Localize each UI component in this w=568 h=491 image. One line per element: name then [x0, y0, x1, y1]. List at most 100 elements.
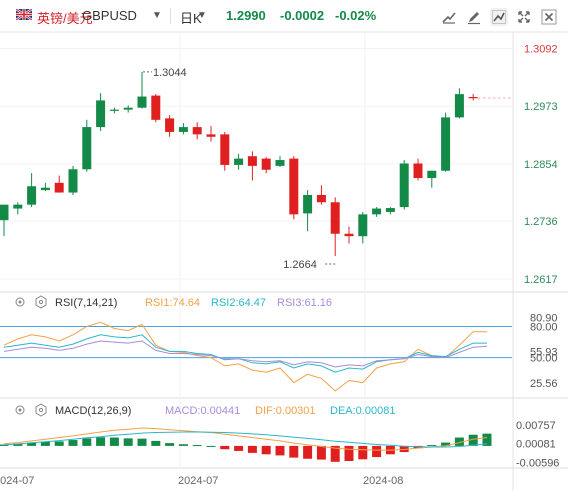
- candle: [192, 122, 202, 140]
- candle: [303, 190, 313, 232]
- dif-value: DIF:0.00301: [255, 405, 316, 417]
- candle-body: [13, 204, 23, 209]
- pair-name[interactable]: 英镑/美元: [37, 11, 93, 26]
- macd-histogram-bar: [303, 445, 313, 459]
- macd-histogram-bar: [27, 442, 37, 446]
- macd-histogram-bar: [427, 445, 437, 447]
- last-price: 1.2990: [226, 8, 266, 23]
- candle: [109, 107, 119, 114]
- timeframe-selector[interactable]: 日K: [180, 11, 202, 26]
- macd-histogram-bar: [316, 445, 326, 460]
- price-tick-label: 1.2736: [524, 216, 558, 228]
- dea-value: DEA:0.00081: [330, 405, 395, 417]
- rsi-settings-icon-center: [38, 299, 44, 305]
- price-tick-label: 1.2617: [524, 274, 558, 286]
- x-tick-label: 2024-07: [178, 475, 218, 487]
- macd-visibility-icon-pupil: [18, 408, 22, 412]
- candle-body: [468, 97, 478, 99]
- fullscreen-icon: [518, 11, 530, 23]
- price-tick-label: 1.3092: [524, 44, 558, 56]
- close-button[interactable]: [540, 8, 558, 26]
- macd-tick-label: 0.00757: [516, 420, 556, 432]
- candle-body: [261, 158, 271, 170]
- macd-tick-label: -0.00596: [516, 458, 559, 470]
- rsi-title: RSI(7,14,21): [55, 297, 117, 309]
- close-icon: [541, 9, 557, 25]
- rsi-tick-label: 80.90: [530, 312, 558, 324]
- candle-body: [96, 100, 106, 128]
- price-change: -0.0002: [280, 8, 325, 23]
- macd-histogram-bar: [96, 437, 106, 446]
- candle: [427, 170, 437, 188]
- macd-histogram-bar: [206, 445, 216, 447]
- macd-histogram-bar: [54, 441, 64, 446]
- rsi-line-rsi1: [3, 321, 487, 392]
- macd-title: MACD(12,26,9): [55, 405, 131, 417]
- macd-histogram-bar: [123, 438, 133, 446]
- macd-histogram-bar: [482, 433, 492, 446]
- indicator-button[interactable]: [490, 8, 508, 26]
- price-tick-label: 1.2973: [524, 101, 558, 113]
- macd-line-dea: [3, 431, 488, 448]
- candle-body: [344, 233, 354, 237]
- macd-histogram-bar: [330, 445, 340, 462]
- x-tick-label: 2024-07: [0, 475, 34, 487]
- macd-histogram-bar: [82, 438, 92, 446]
- candle: [137, 71, 147, 109]
- candle: [247, 151, 257, 181]
- macd-histogram-bar: [344, 445, 354, 461]
- candle-body: [206, 134, 216, 137]
- macd-histogram-bar: [358, 445, 368, 460]
- candle: [399, 160, 409, 210]
- candle: [330, 197, 340, 257]
- candle-body: [303, 194, 313, 214]
- candle-body: [330, 202, 340, 234]
- timeframe-dropdown-icon[interactable]: ▼: [197, 10, 207, 21]
- rsi-tick-label: 80.00: [530, 321, 558, 333]
- candle: [454, 88, 464, 119]
- chart-settings-button[interactable]: [440, 8, 458, 26]
- candle-body: [358, 214, 368, 237]
- indicator-icon: [492, 10, 506, 24]
- candle: [316, 185, 326, 205]
- candle-body: [151, 95, 161, 120]
- symbol-dropdown-icon[interactable]: ▼: [152, 10, 162, 21]
- candle-body: [192, 127, 202, 135]
- rsi-panel: RSI(7,14,21) RSI1:74.64 RSI2:64.47 RSI3:61.…: [0, 295, 512, 392]
- candle: [441, 112, 451, 172]
- low-label: 1.2664: [283, 259, 317, 271]
- symbol-code[interactable]: GBPUSD: [82, 8, 137, 23]
- macd-value: MACD:0.00441: [165, 405, 240, 417]
- draw-tool-button[interactable]: [465, 8, 483, 26]
- candle-body: [441, 117, 451, 171]
- candles: [0, 71, 478, 257]
- rsi-settings-icon: [35, 295, 47, 309]
- macd-histogram-bar: [399, 445, 409, 453]
- macd-histogram-bar: [234, 445, 244, 451]
- candle: [40, 182, 50, 192]
- uk-flag-icon: [16, 9, 32, 20]
- candle-body: [275, 160, 285, 166]
- fullscreen-button[interactable]: [515, 8, 533, 26]
- candle: [344, 226, 354, 244]
- candle-body: [137, 96, 147, 108]
- macd-histogram-bar: [261, 445, 271, 455]
- candle-body: [178, 127, 188, 132]
- macd-histogram-bar: [468, 434, 478, 446]
- candle-body: [109, 109, 119, 111]
- candle-body: [27, 186, 37, 205]
- candle-body: [40, 187, 50, 191]
- candle: [234, 153, 244, 170]
- candle: [289, 156, 299, 220]
- candle-body: [427, 170, 437, 178]
- rsi3-value: RSI3:61.16: [277, 297, 332, 309]
- candle-body: [220, 134, 230, 165]
- x-tick-label: 2024-08: [363, 475, 403, 487]
- candle: [82, 119, 92, 172]
- candle-body: [68, 169, 78, 193]
- rsi-tick-label: 55.93: [530, 346, 558, 358]
- macd-histogram-bar: [372, 445, 382, 458]
- rsi-visibility-icon: [15, 297, 25, 307]
- candle: [261, 157, 271, 174]
